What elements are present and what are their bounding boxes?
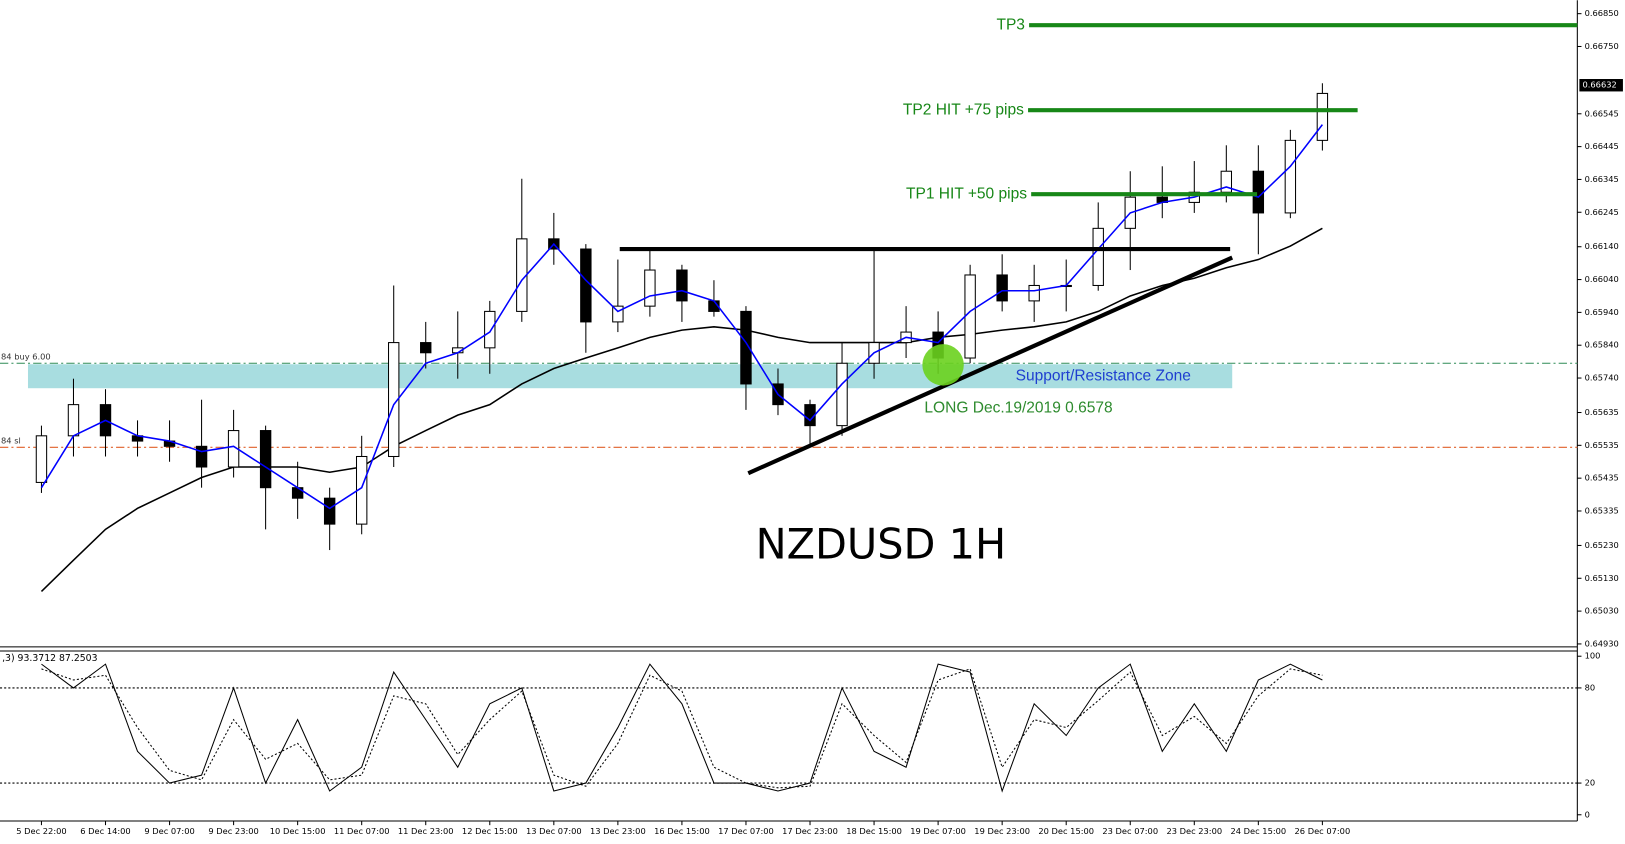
candle-body — [644, 269, 656, 307]
candle-body — [676, 269, 688, 302]
x-tick-label: 6 Dec 14:00 — [80, 826, 130, 836]
x-tick-label: 5 Dec 22:00 — [16, 826, 66, 836]
order-label: 84 sl — [1, 436, 21, 446]
candle-body — [1028, 284, 1040, 302]
y-tick-label: 0.65740 — [1585, 373, 1619, 383]
y-tick-label: 0.66345 — [1585, 174, 1619, 184]
y-tick-label: 20 — [1585, 778, 1596, 788]
candle-body — [612, 305, 624, 323]
candle-body — [964, 274, 976, 359]
y-tick-label: 0.65230 — [1585, 540, 1619, 550]
x-tick-label: 13 Dec 23:00 — [590, 826, 646, 836]
x-tick-label: 19 Dec 23:00 — [974, 826, 1030, 836]
y-tick-label: 0.66850 — [1585, 8, 1619, 18]
y-tick-label: 0.65940 — [1585, 307, 1619, 317]
x-tick-label: 13 Dec 07:00 — [526, 826, 582, 836]
x-tick-label: 26 Dec 07:00 — [1295, 826, 1351, 836]
y-tick-label: 0.64930 — [1585, 638, 1619, 648]
y-tick-label: 0.65435 — [1585, 473, 1619, 483]
entry-label: LONG Dec.19/2019 0.6578 — [924, 400, 1112, 417]
entry-marker — [922, 344, 964, 386]
candle-body — [484, 310, 496, 349]
line-series — [40, 227, 1323, 592]
candle-body — [1092, 227, 1104, 286]
y-tick-label: 100 — [1585, 651, 1601, 661]
y-tick-label: 0.66245 — [1585, 207, 1619, 217]
y-tick-label: 0.65335 — [1585, 505, 1619, 515]
trendline — [747, 255, 1234, 476]
candle-body — [323, 497, 336, 525]
y-tick-label: 0.65840 — [1585, 340, 1619, 350]
candle-body — [1220, 170, 1233, 193]
line-series — [41, 663, 1323, 793]
x-tick-label: 10 Dec 15:00 — [270, 826, 326, 836]
tp-label: TP1 HIT +50 pips — [906, 185, 1027, 202]
candle-body — [1252, 170, 1265, 214]
x-tick-label: 24 Dec 15:00 — [1230, 826, 1286, 836]
x-tick-label: 11 Dec 23:00 — [398, 826, 454, 836]
candle-body — [740, 310, 752, 385]
x-tick-label: 19 Dec 07:00 — [910, 826, 966, 836]
candle-body — [195, 445, 208, 468]
y-tick-label: 0.65535 — [1585, 440, 1619, 450]
candle-body — [420, 342, 432, 354]
y-tick-label: 0.65635 — [1585, 407, 1619, 417]
candle-body — [388, 342, 400, 458]
line-series — [40, 124, 1324, 510]
y-tick-label: 0 — [1585, 809, 1590, 819]
tp-label: TP2 HIT +75 pips — [903, 101, 1024, 118]
y-tick-label: 0.66445 — [1585, 141, 1619, 151]
x-tick-label: 9 Dec 23:00 — [208, 826, 258, 836]
x-tick-label: 9 Dec 07:00 — [144, 826, 194, 836]
x-tick-label: 23 Dec 23:00 — [1166, 826, 1222, 836]
candle-body — [1316, 92, 1329, 141]
x-tick-label: 11 Dec 07:00 — [334, 826, 390, 836]
line-series — [41, 668, 1323, 789]
y-tick-label: 0.66545 — [1585, 108, 1619, 118]
candle-body — [35, 435, 48, 483]
x-tick-label: 20 Dec 15:00 — [1038, 826, 1094, 836]
x-tick-label: 23 Dec 07:00 — [1102, 826, 1158, 836]
y-tick-label: 0.65030 — [1585, 606, 1619, 616]
order-label: 84 buy 6.00 — [1, 352, 51, 362]
last-price-box — [1579, 79, 1623, 92]
x-tick-label: 16 Dec 15:00 — [654, 826, 710, 836]
y-tick-label: 0.66040 — [1585, 274, 1619, 284]
y-tick-label: 0.66750 — [1585, 41, 1619, 51]
x-tick-label: 17 Dec 23:00 — [782, 826, 838, 836]
candle-body — [67, 404, 80, 437]
x-tick-label: 17 Dec 07:00 — [718, 826, 774, 836]
x-tick-label: 12 Dec 15:00 — [462, 826, 518, 836]
candle-body — [996, 274, 1008, 302]
tp-label: TP3 — [996, 16, 1024, 33]
y-tick-label: 80 — [1585, 682, 1596, 692]
watermark: NZDUSD 1H — [756, 520, 1007, 568]
candle-body — [259, 430, 272, 489]
last-price-label: 0.66632 — [1583, 80, 1617, 90]
y-tick-label: 0.66140 — [1585, 241, 1619, 251]
x-tick-label: 18 Dec 15:00 — [846, 826, 902, 836]
y-tick-label: 0.65130 — [1585, 573, 1619, 583]
indicator-title: ,3) 93.3712 87.2503 — [2, 653, 98, 664]
candle-body — [580, 248, 592, 323]
candle-body — [836, 362, 848, 427]
zone-label: Support/Resistance Zone — [1016, 367, 1191, 384]
candle-body — [1284, 139, 1297, 214]
